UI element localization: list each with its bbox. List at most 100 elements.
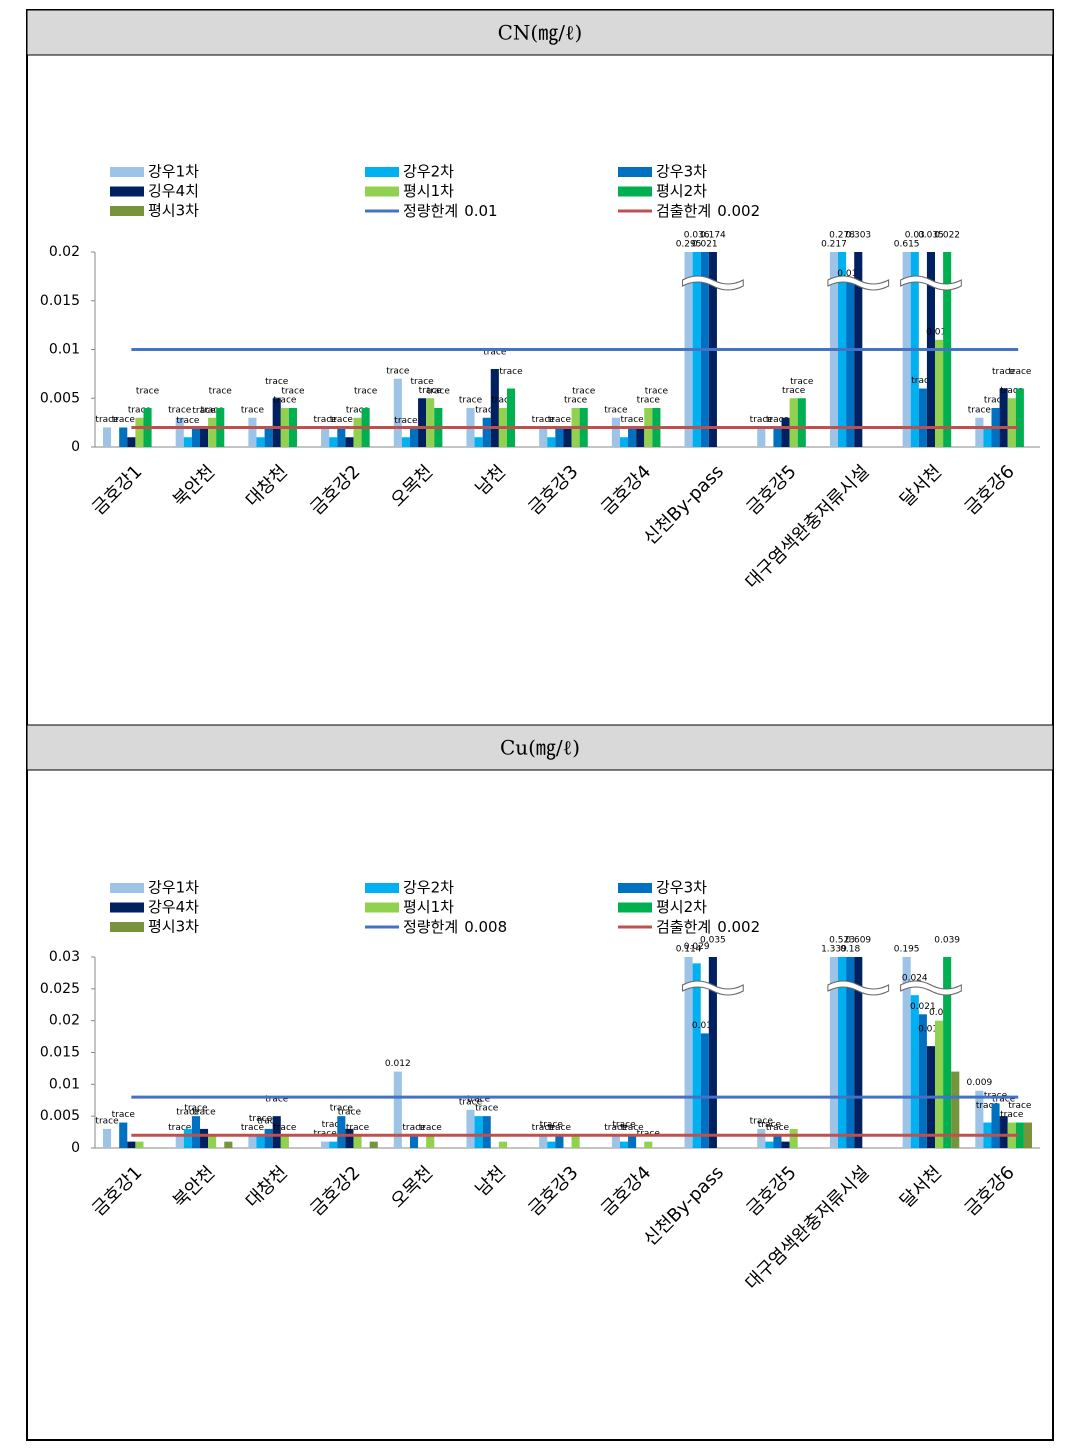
bar <box>264 1128 273 1148</box>
legend-swatch <box>365 883 399 893</box>
value-label: trace <box>911 376 935 386</box>
axis-break <box>827 275 890 291</box>
value-label: trace <box>637 396 661 406</box>
value-label: trace <box>548 1123 572 1133</box>
axis-break <box>682 275 744 291</box>
value-label: 0.217 <box>821 240 847 250</box>
legend-label: 강우4차 <box>148 898 199 916</box>
value-label: trace <box>314 415 338 425</box>
value-label: 0.18 <box>840 945 860 955</box>
legend-label: 강우2차 <box>403 879 454 897</box>
y-tick-label: 0.015 <box>40 293 80 309</box>
value-label: trace <box>475 405 499 415</box>
value-label: trace <box>548 415 572 425</box>
bar <box>547 1141 556 1148</box>
bar <box>555 1135 564 1148</box>
value-label: trace <box>427 387 451 397</box>
bar <box>183 437 192 447</box>
bar <box>490 369 499 447</box>
bar <box>102 427 112 447</box>
bar <box>321 1141 330 1148</box>
value-label: trace <box>410 377 434 387</box>
bar <box>426 1135 435 1148</box>
value-label: 0.011 <box>926 327 952 337</box>
bar <box>272 398 281 447</box>
value-label: trace <box>386 366 410 376</box>
legend-label: 검출한계 0.002 <box>656 918 760 936</box>
value-label: 0.609 <box>845 936 871 946</box>
bar <box>369 1141 378 1148</box>
bar <box>999 388 1008 447</box>
bar <box>127 437 136 447</box>
bar <box>636 427 645 447</box>
value-label: trace <box>491 396 515 406</box>
bar <box>951 1071 960 1148</box>
legend-label: 평시1차 <box>403 182 454 200</box>
value-label: 0.02 <box>929 1008 949 1018</box>
value-label: 0.114 <box>676 945 702 955</box>
value-label: trace <box>330 1104 354 1114</box>
bar <box>773 1135 782 1148</box>
bar <box>272 1116 281 1148</box>
bar <box>829 957 839 1148</box>
value-label: trace <box>192 406 216 416</box>
bar <box>983 427 992 447</box>
bar <box>127 1141 136 1148</box>
bar <box>248 1135 257 1148</box>
bar <box>353 417 362 447</box>
y-tick-label: 0.01 <box>49 342 80 358</box>
value-label: 0.295 <box>676 240 702 250</box>
legend-swatch <box>110 883 144 893</box>
y-tick-label: 0.03 <box>49 949 80 965</box>
value-label: trace <box>346 1123 370 1133</box>
bar <box>175 1135 184 1148</box>
value-label: trace <box>330 415 354 425</box>
legend-label-name: 검출한계 <box>656 918 711 936</box>
value-label: trace <box>168 405 192 415</box>
value-label: trace <box>540 1120 564 1130</box>
value-label: trace <box>281 387 305 397</box>
legend-swatch <box>110 167 144 177</box>
bar <box>418 398 427 447</box>
value-label: trace <box>532 1123 556 1133</box>
value-label: trace <box>1008 1101 1032 1111</box>
value-label: trace <box>184 1104 208 1114</box>
bar <box>789 1128 798 1148</box>
value-label: trace <box>112 1110 136 1120</box>
value-label: trace <box>604 405 628 415</box>
bar <box>975 1090 984 1148</box>
value-label: trace <box>273 1123 297 1133</box>
bar <box>135 417 144 447</box>
bar <box>498 1141 507 1148</box>
legend-label: 강우1차 <box>148 163 199 181</box>
value-label: trace <box>750 1116 774 1126</box>
bar <box>224 1141 233 1148</box>
bar <box>119 427 128 447</box>
value-label: 0.03 <box>905 231 925 241</box>
bar <box>999 1116 1008 1148</box>
bar <box>644 1141 653 1148</box>
legend-label: 강우3차 <box>656 879 707 897</box>
legend-swatch <box>618 186 652 197</box>
bar <box>256 1135 265 1148</box>
legend-label: 평시1차 <box>403 898 454 916</box>
bar <box>393 1071 402 1148</box>
bar <box>353 1135 362 1148</box>
value-label: trace <box>112 415 136 425</box>
bar <box>918 1014 927 1148</box>
legend-label: 평시2차 <box>656 898 707 916</box>
value-label: trace <box>419 386 443 396</box>
bar <box>619 1141 629 1148</box>
value-label: 0.195 <box>894 945 920 955</box>
value-label: trace <box>354 387 378 397</box>
bar <box>692 963 701 1148</box>
bar <box>838 957 847 1148</box>
value-label: 0.016 <box>918 1025 944 1035</box>
value-label: trace <box>604 1123 628 1133</box>
bar <box>280 1135 289 1148</box>
bar <box>208 417 217 447</box>
value-label: trace <box>394 416 418 426</box>
value-label: trace <box>758 1120 782 1130</box>
bar <box>466 1109 475 1148</box>
bar <box>918 388 927 447</box>
